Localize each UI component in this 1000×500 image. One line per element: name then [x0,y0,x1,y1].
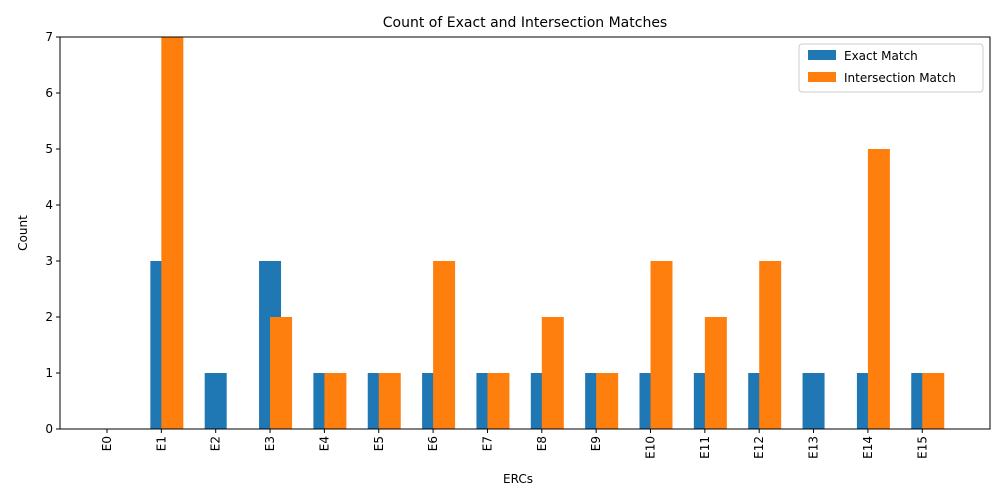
x-tick-label: E6 [426,436,440,451]
bar-intersection-E4 [324,373,347,429]
x-tick-label: E13 [807,436,821,459]
bar-intersection-E15 [922,373,945,429]
x-tick-label: E12 [752,436,766,459]
y-tick-label: 6 [45,86,53,100]
x-axis-ticks: E0 E1 E2 E3 E4 E5 E6 E7 E8 E9 E10 E11 E12 E13 E14 E15 [100,429,929,459]
y-tick-label: 1 [45,366,53,380]
bars-group [150,37,945,429]
y-tick-label: 5 [45,142,53,156]
bar-intersection-E9 [596,373,619,429]
bar-intersection-E5 [378,373,401,429]
legend-swatch-intersection [808,72,836,82]
x-tick-label: E4 [317,436,331,451]
bar-exact-E2 [204,373,227,429]
y-tick-label: 7 [45,30,53,44]
legend: Exact Match Intersection Match [798,43,984,93]
x-tick-label: E15 [915,436,929,459]
x-tick-label: E1 [154,436,168,451]
bar-intersection-E12 [759,261,782,429]
y-tick-label: 3 [45,254,53,268]
bar-exact-E13 [802,373,825,429]
x-tick-label: E0 [100,436,114,451]
bar-intersection-E3 [270,317,293,429]
y-tick-label: 2 [45,310,53,324]
y-axis-label: Count [16,215,30,251]
x-tick-label: E3 [263,436,277,451]
x-tick-label: E9 [589,436,603,451]
legend-label-intersection: Intersection Match [844,71,956,85]
x-tick-label: E14 [861,436,875,459]
chart-title: Count of Exact and Intersection Matches [383,15,667,31]
x-tick-label: E11 [698,436,712,459]
bar-intersection-E11 [704,317,727,429]
legend-box [798,43,984,93]
y-axis-ticks: 0 1 2 3 4 5 6 7 [45,30,60,436]
legend-swatch-exact [808,50,836,60]
plot-frame [59,36,991,430]
bar-intersection-E14 [867,149,890,429]
x-tick-label: E2 [209,436,223,451]
bar-intersection-E7 [487,373,510,429]
x-tick-label: E8 [535,436,549,451]
legend-label-exact: Exact Match [844,49,918,63]
bar-intersection-E8 [541,317,564,429]
x-tick-label: E10 [644,436,658,459]
x-tick-label: E7 [480,436,494,451]
bar-intersection-E6 [433,261,456,429]
bar-intersection-E10 [650,261,673,429]
bar-intersection-E1 [161,37,184,429]
x-tick-label: E5 [372,436,386,451]
x-axis-label: ERCs [503,472,533,486]
y-tick-label: 4 [45,198,53,212]
y-tick-label: 0 [45,422,53,436]
